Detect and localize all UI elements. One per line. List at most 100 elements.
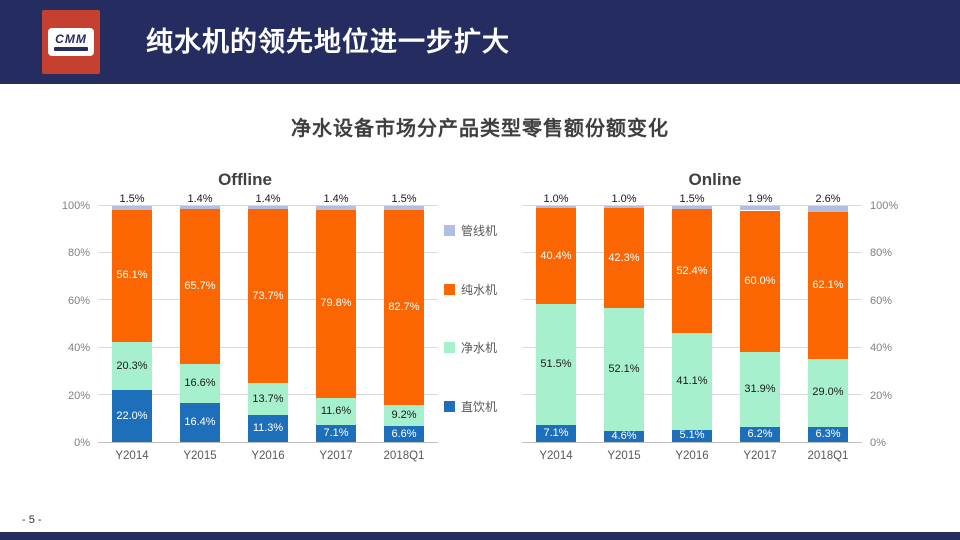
y-tick-label: 40% (67, 342, 90, 355)
y-tick-label: 80% (870, 247, 893, 260)
bar-segment-纯水机 (112, 209, 152, 343)
bars-layer: 7.1% 51.5% 40.4% 1.0% 4.6% 52.1% 42.3% 1.0% 5.1%… (522, 193, 862, 442)
bar-segment-净水机 (180, 364, 220, 404)
bar-segment-净水机 (808, 358, 848, 428)
bar-offline-Y2015: 16.4% 16.6% 65.7% 1.4% (180, 193, 220, 442)
bar-segment-label: 1.4% (187, 192, 213, 205)
bar-segment-直饮机 (112, 390, 152, 442)
category-label: 2018Q1 (383, 450, 425, 462)
legend-item: 直饮机 (444, 398, 522, 415)
bar-segment-净水机 (384, 404, 424, 427)
bar-segment-管线机 (384, 206, 424, 210)
bar-segment-label: 1.4% (323, 193, 349, 206)
category-label: Y2016 (251, 450, 285, 462)
category-label: Y2015 (183, 450, 217, 462)
直饮机-legend-swatch (444, 400, 455, 412)
online-x-axis: Y2014 Y2015 Y2016 Y2017 2018Q1 (522, 450, 908, 462)
online-plot-area: 7.1% 51.5% 40.4% 1.0% 4.6% 52.1% 42.3% 1.0% 5.1%… (522, 193, 862, 443)
bar-segment-管线机 (316, 206, 356, 210)
legend-label: 管线机 (461, 224, 498, 238)
offline-plot-area: 22.0% 20.3% 56.1% 1.5% 16.4% 16.6% 65.7% 1.4% 11… (98, 193, 438, 443)
bar-segment-管线机 (808, 206, 848, 213)
bar-segment-纯水机 (808, 212, 848, 359)
category-label: Y2014 (539, 450, 573, 462)
bar-segment-label: 1.5% (679, 192, 705, 205)
bar-online-Y2015: 4.6% 52.1% 42.3% 1.0% (604, 194, 644, 442)
bar-segment-直饮机 (536, 425, 576, 442)
category-label: Y2014 (115, 450, 149, 462)
cmm-logo-text: CMM (55, 32, 87, 46)
bar-segment-管线机 (248, 205, 288, 210)
offline-y-axis: 0% 20% 40% 60% 80% 100% (52, 200, 98, 449)
y-tick-label: 100% (61, 200, 90, 212)
bar-segment-纯水机 (316, 209, 356, 398)
y-tick-label: 60% (67, 294, 90, 307)
bar-slot: 5.1% 41.1% 52.4% 1.5% (658, 193, 726, 442)
bar-slot: 6.3% 29.0% 62.1% 2.6% (794, 194, 862, 442)
bar-online-2018Q1: 6.3% 29.0% 62.1% 2.6% (808, 194, 848, 442)
y-tick-label: 80% (67, 247, 90, 260)
category-label: 2018Q1 (807, 450, 849, 462)
bar-slot: 6.6% 9.2% 82.7% 1.5% (370, 194, 438, 442)
bar-segment-净水机 (112, 342, 152, 391)
bar-slot: 6.2% 31.9% 60.0% 1.9% (726, 194, 794, 442)
bar-offline-Y2017: 7.1% 11.6% 79.8% 1.4% (316, 194, 356, 442)
legend-item: 纯水机 (444, 281, 522, 298)
bar-segment-纯水机 (180, 209, 220, 365)
legend-item: 净水机 (444, 339, 522, 356)
bar-segment-管线机 (604, 206, 644, 209)
净水机-legend-swatch (444, 342, 455, 354)
cmm-logo-emblem: CMM (48, 28, 94, 56)
bar-slot: 4.6% 52.1% 42.3% 1.0% (590, 194, 658, 442)
y-tick-label: 60% (870, 294, 893, 307)
bar-segment-label: 1.0% (611, 193, 637, 205)
y-tick-label: 100% (870, 200, 899, 212)
y-tick-label: 20% (67, 389, 90, 402)
bar-slot: 22.0% 20.3% 56.1% 1.5% (98, 194, 166, 442)
bar-segment-管线机 (112, 206, 152, 210)
bar-slot: 16.4% 16.6% 65.7% 1.4% (166, 193, 234, 442)
bar-segment-label: 1.5% (119, 193, 145, 206)
bar-slot: 7.1% 11.6% 79.8% 1.4% (302, 194, 370, 442)
online-chart-title: Online (688, 170, 742, 189)
bar-online-Y2017: 6.2% 31.9% 60.0% 1.9% (740, 194, 780, 442)
category-label: Y2017 (743, 450, 777, 462)
bottom-accent-bar (0, 532, 960, 540)
bar-segment-纯水机 (740, 210, 780, 353)
bar-segment-管线机 (672, 205, 712, 210)
bar-segment-直饮机 (384, 426, 424, 442)
bar-segment-直饮机 (740, 427, 780, 442)
bar-segment-直饮机 (808, 427, 848, 442)
纯水机-legend-swatch (444, 283, 455, 295)
bar-offline-Y2014: 22.0% 20.3% 56.1% 1.5% (112, 194, 152, 442)
bar-slot: 11.3% 13.7% 73.7% 1.4% (234, 193, 302, 442)
bar-segment-纯水机 (672, 209, 712, 333)
bar-offline-Y2016: 11.3% 13.7% 73.7% 1.4% (248, 193, 288, 442)
管线机-legend-swatch (444, 225, 455, 236)
bar-offline-2018Q1: 6.6% 9.2% 82.7% 1.5% (384, 194, 424, 442)
cmm-logo: CMM (42, 10, 100, 74)
bar-segment-label: 1.4% (255, 192, 281, 205)
y-tick-label: 20% (870, 389, 893, 402)
bar-slot: 7.1% 51.5% 40.4% 1.0% (522, 194, 590, 442)
bar-online-Y2014: 7.1% 51.5% 40.4% 1.0% (536, 194, 576, 442)
bar-segment-管线机 (536, 206, 576, 209)
legend-label: 净水机 (461, 341, 498, 356)
charts-row: Offline 0% 20% 40% 60% 80% 100% 22.0% 20.3% 56.… (52, 170, 908, 462)
bar-segment-直饮机 (180, 403, 220, 442)
legend-item: 管线机 (444, 222, 522, 239)
category-label: Y2016 (675, 450, 709, 462)
slide-title: 纯水机的领先地位进一步扩大 (146, 27, 510, 57)
bar-segment-管线机 (740, 206, 780, 211)
bar-segment-净水机 (248, 383, 288, 416)
bar-segment-label: 2.6% (815, 193, 841, 205)
bar-segment-净水机 (672, 332, 712, 430)
offline-chart: Offline 0% 20% 40% 60% 80% 100% 22.0% 20.3% 56.… (52, 170, 438, 462)
grid-line (522, 205, 862, 206)
bar-segment-纯水机 (248, 209, 288, 383)
y-tick-label: 0% (870, 437, 886, 449)
bars-layer: 22.0% 20.3% 56.1% 1.5% 16.4% 16.6% 65.7% 1.4% 11… (98, 193, 438, 442)
bar-segment-纯水机 (536, 208, 576, 304)
bar-segment-净水机 (740, 352, 780, 428)
y-tick-label: 0% (74, 437, 90, 449)
